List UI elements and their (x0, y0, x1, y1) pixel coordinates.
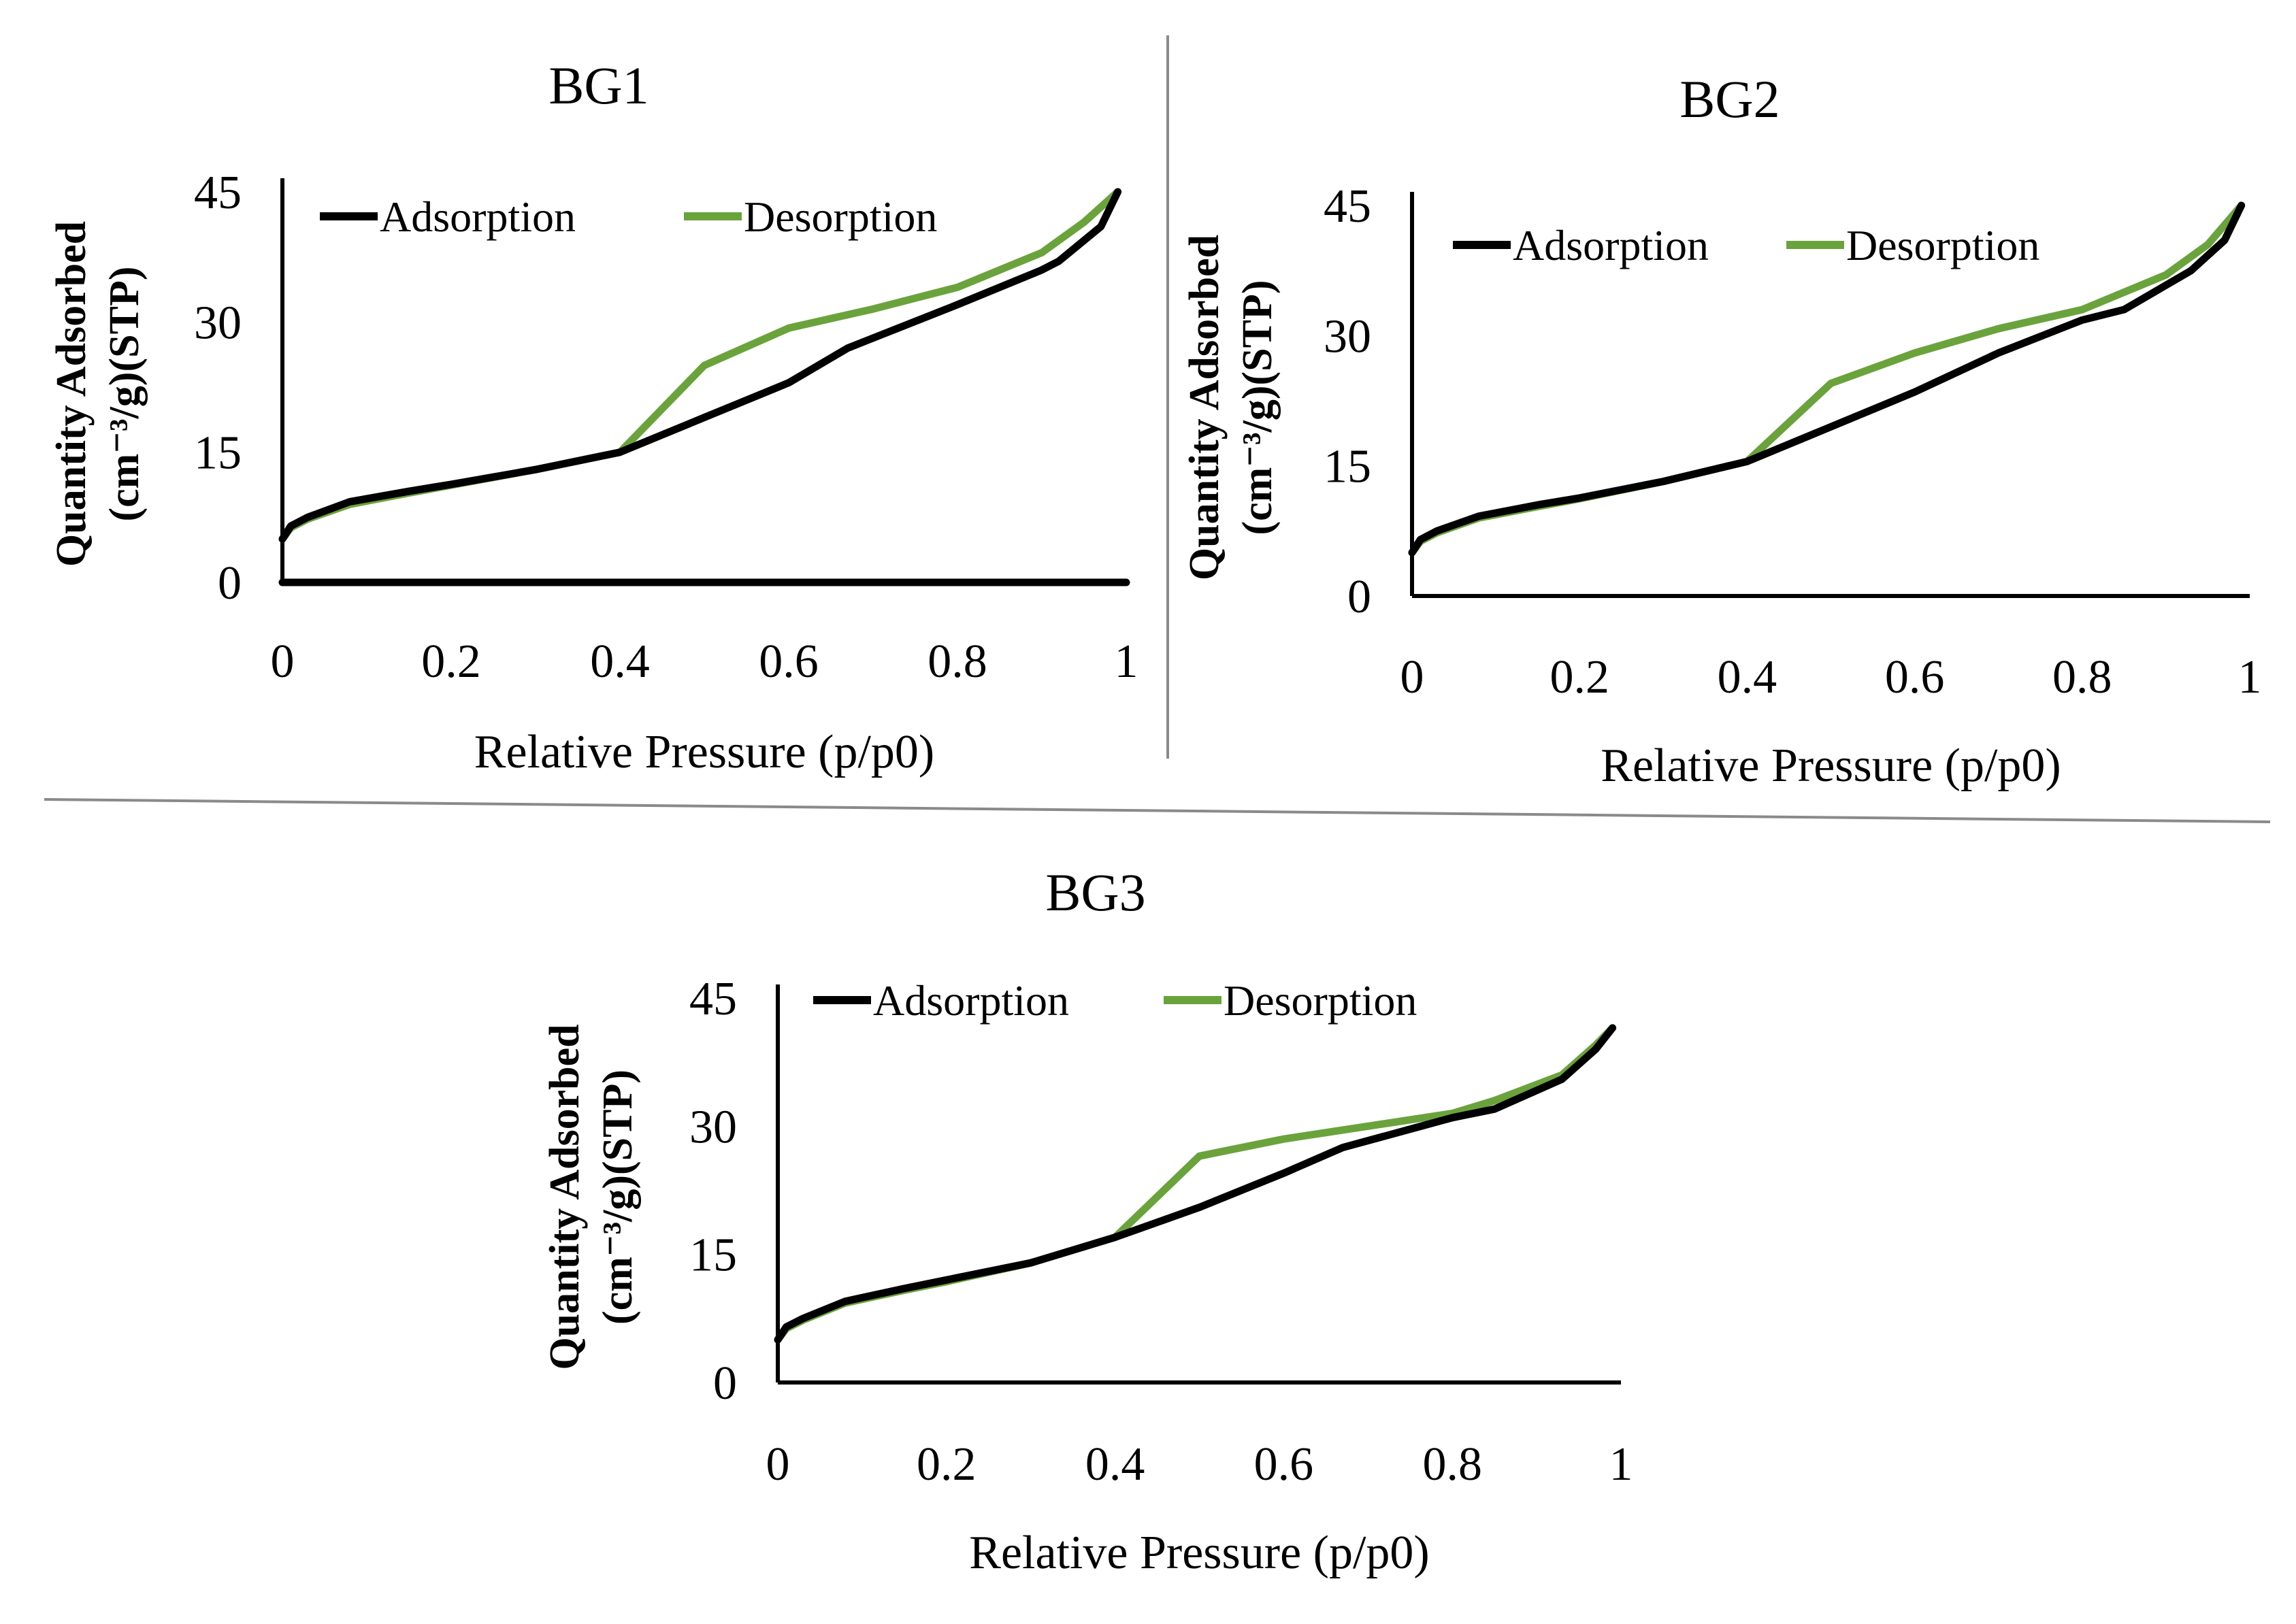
x-tick-label: 0.2 (917, 1438, 977, 1491)
legend-desorption-label: Desorption (1224, 976, 1417, 1025)
y-axis-label-line1: Quantity Adsorbed (1181, 235, 1228, 580)
x-tick-label: 0.2 (421, 635, 481, 688)
x-tick-label: 0 (1400, 651, 1424, 703)
x-tick-label: 0.6 (1885, 651, 1945, 703)
x-tick-label: 0.4 (1718, 651, 1777, 703)
x-tick-label: 1 (1115, 635, 1138, 688)
legend-adsorption-label: Adsorption (380, 193, 576, 241)
y-tick-label: 45 (1324, 180, 1371, 233)
x-tick-label: 0 (271, 635, 295, 688)
y-axis-label-line1: Quantity Adsorbed (48, 221, 95, 567)
y-tick-label: 30 (1324, 310, 1371, 363)
adsorption-line (278, 188, 1122, 543)
chart-bg3: BG3 Quantity Adsorbed (cm⁻³/g)(STP) 0 15 30 45… (542, 863, 1633, 1579)
horizontal-divider (44, 798, 2271, 823)
y-tick-label: 15 (194, 427, 242, 480)
chart-bg1: BG1 Quantity Adsorbed (cm⁻³/g)(STP) 0 15 30 45… (48, 56, 1138, 778)
chart-title: BG3 (1045, 863, 1145, 922)
legend-adsorption-label: Adsorption (873, 976, 1069, 1025)
legend-desorption-label: Desorption (744, 193, 937, 241)
x-axis-label: Relative Pressure (p/p0) (1601, 740, 2061, 792)
y-tick-label: 0 (1347, 571, 1371, 623)
x-tick-label: 0.4 (1085, 1438, 1145, 1491)
x-tick-label: 0.2 (1549, 651, 1609, 703)
y-axis-label-line2: (cm⁻³/g)(STP) (595, 1070, 641, 1325)
x-axis-label: Relative Pressure (p/p0) (969, 1527, 1429, 1579)
x-tick-label: 0.8 (928, 635, 987, 688)
y-tick-label: 15 (1324, 441, 1371, 493)
legend-adsorption-label: Adsorption (1513, 221, 1709, 269)
y-axis-label-line2: (cm⁻³/g)(STP) (101, 267, 148, 522)
y-tick-label: 0 (713, 1357, 737, 1410)
y-tick-label: 30 (194, 297, 242, 349)
adsorption-line (774, 1024, 1617, 1344)
adsorption-line (1408, 201, 2246, 557)
x-tick-label: 0.4 (590, 635, 650, 688)
y-tick-label: 0 (218, 557, 242, 610)
x-axis-label: Relative Pressure (p/p0) (474, 726, 934, 778)
x-tick-label: 0.8 (2052, 651, 2112, 703)
y-tick-label: 45 (689, 973, 737, 1025)
x-tick-label: 0.6 (1254, 1438, 1314, 1491)
chart-title: BG1 (548, 56, 649, 115)
x-tick-label: 1 (1609, 1438, 1633, 1491)
y-tick-label: 30 (689, 1101, 737, 1153)
y-axis-label-line1: Quantity Adsorbed (542, 1024, 588, 1370)
x-tick-label: 0.8 (1422, 1438, 1482, 1491)
desorption-line (774, 1024, 1617, 1344)
y-tick-label: 45 (194, 167, 242, 219)
y-tick-label: 15 (689, 1229, 737, 1282)
desorption-line (278, 188, 1122, 543)
chart-title: BG2 (1679, 69, 1780, 129)
x-tick-label: 1 (2238, 651, 2262, 703)
x-tick-label: 0.6 (759, 635, 819, 688)
y-axis-label-line2: (cm⁻³/g)(STP) (1234, 280, 1281, 535)
chart-bg2: BG2 Quantity Adsorbed (cm⁻³/g)(STP) 0 15 30 45… (1181, 69, 2262, 792)
x-tick-label: 0 (766, 1438, 790, 1491)
legend-desorption-label: Desorption (1846, 221, 2039, 269)
